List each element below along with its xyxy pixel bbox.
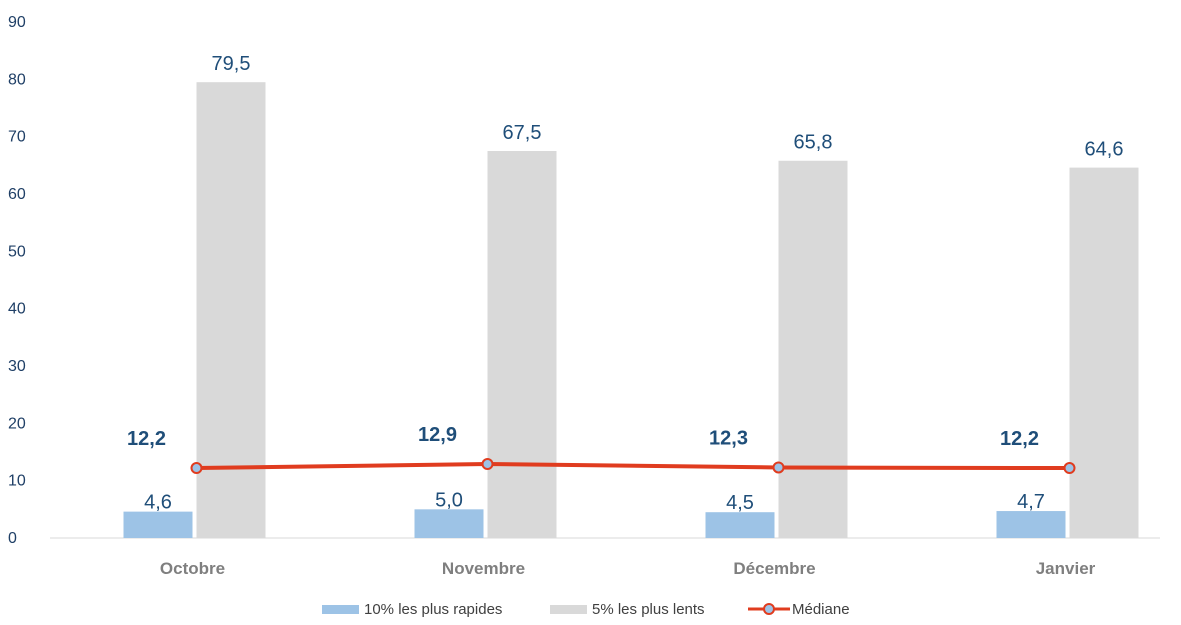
y-tick-label: 80	[8, 71, 26, 88]
median-point	[190, 462, 203, 475]
legend: 10% les plus rapides 5% les plus lents Méd…	[322, 601, 850, 618]
bar-fast-label: 5,0	[435, 489, 463, 511]
bar-fast-label: 4,7	[1017, 491, 1045, 513]
x-axis: Octobre Novembre Décembre Janvier	[160, 559, 1096, 578]
bar-fast-label: 4,5	[726, 492, 754, 514]
y-tick-label: 70	[8, 129, 26, 146]
category-label: Octobre	[160, 559, 225, 578]
y-tick-label: 40	[8, 301, 26, 318]
bar-slow-label: 64,6	[1085, 139, 1124, 161]
y-tick-label: 30	[8, 358, 26, 375]
bars	[123, 82, 1139, 539]
bar-slow	[1069, 167, 1139, 539]
bar-fast	[123, 511, 193, 538]
category-label: Décembre	[733, 559, 815, 578]
median-line	[190, 458, 1076, 475]
category-label: Novembre	[442, 559, 525, 578]
legend-swatch-fast	[322, 605, 359, 614]
median-label: 12,9	[418, 424, 457, 446]
median-label: 12,2	[1000, 428, 1039, 450]
y-tick-label: 0	[8, 530, 17, 547]
legend-label-median: Médiane	[792, 601, 850, 618]
y-tick-label: 20	[8, 415, 26, 432]
bar-slow	[487, 151, 557, 538]
median-point	[1063, 462, 1076, 475]
bar-fast-label: 4,6	[144, 492, 172, 514]
legend-swatch-median-marker	[763, 603, 775, 615]
legend-label-fast: 10% les plus rapides	[364, 601, 502, 618]
y-tick-label: 10	[8, 473, 26, 490]
median-series-line	[196, 462, 1070, 471]
bar-slow-label: 79,5	[212, 53, 251, 75]
median-point	[772, 461, 785, 474]
legend-swatch-slow	[550, 605, 587, 614]
bar-slow	[778, 160, 848, 538]
bar-fast	[414, 509, 484, 538]
data-labels: 4,6 79,5 5,0 67,5 4,5 65,8 4,7 64,6 12,2 12,9 12,3…	[127, 53, 1123, 514]
y-tick-label: 60	[8, 186, 26, 203]
category-label: Janvier	[1036, 559, 1096, 578]
bar-slow-label: 65,8	[794, 132, 833, 154]
y-tick-label: 90	[8, 14, 26, 31]
legend-label-slow: 5% les plus lents	[592, 601, 705, 618]
median-label: 12,2	[127, 428, 166, 450]
bar-slow-label: 67,5	[503, 122, 542, 144]
y-tick-label: 50	[8, 243, 26, 260]
median-label: 12,3	[709, 427, 748, 449]
bar-fast	[705, 512, 775, 538]
median-point	[481, 458, 494, 471]
y-axis: 0 10 20 30 40 50 60 70 80 90	[8, 14, 26, 547]
bar-fast	[996, 511, 1066, 538]
bar-slow	[196, 82, 266, 538]
